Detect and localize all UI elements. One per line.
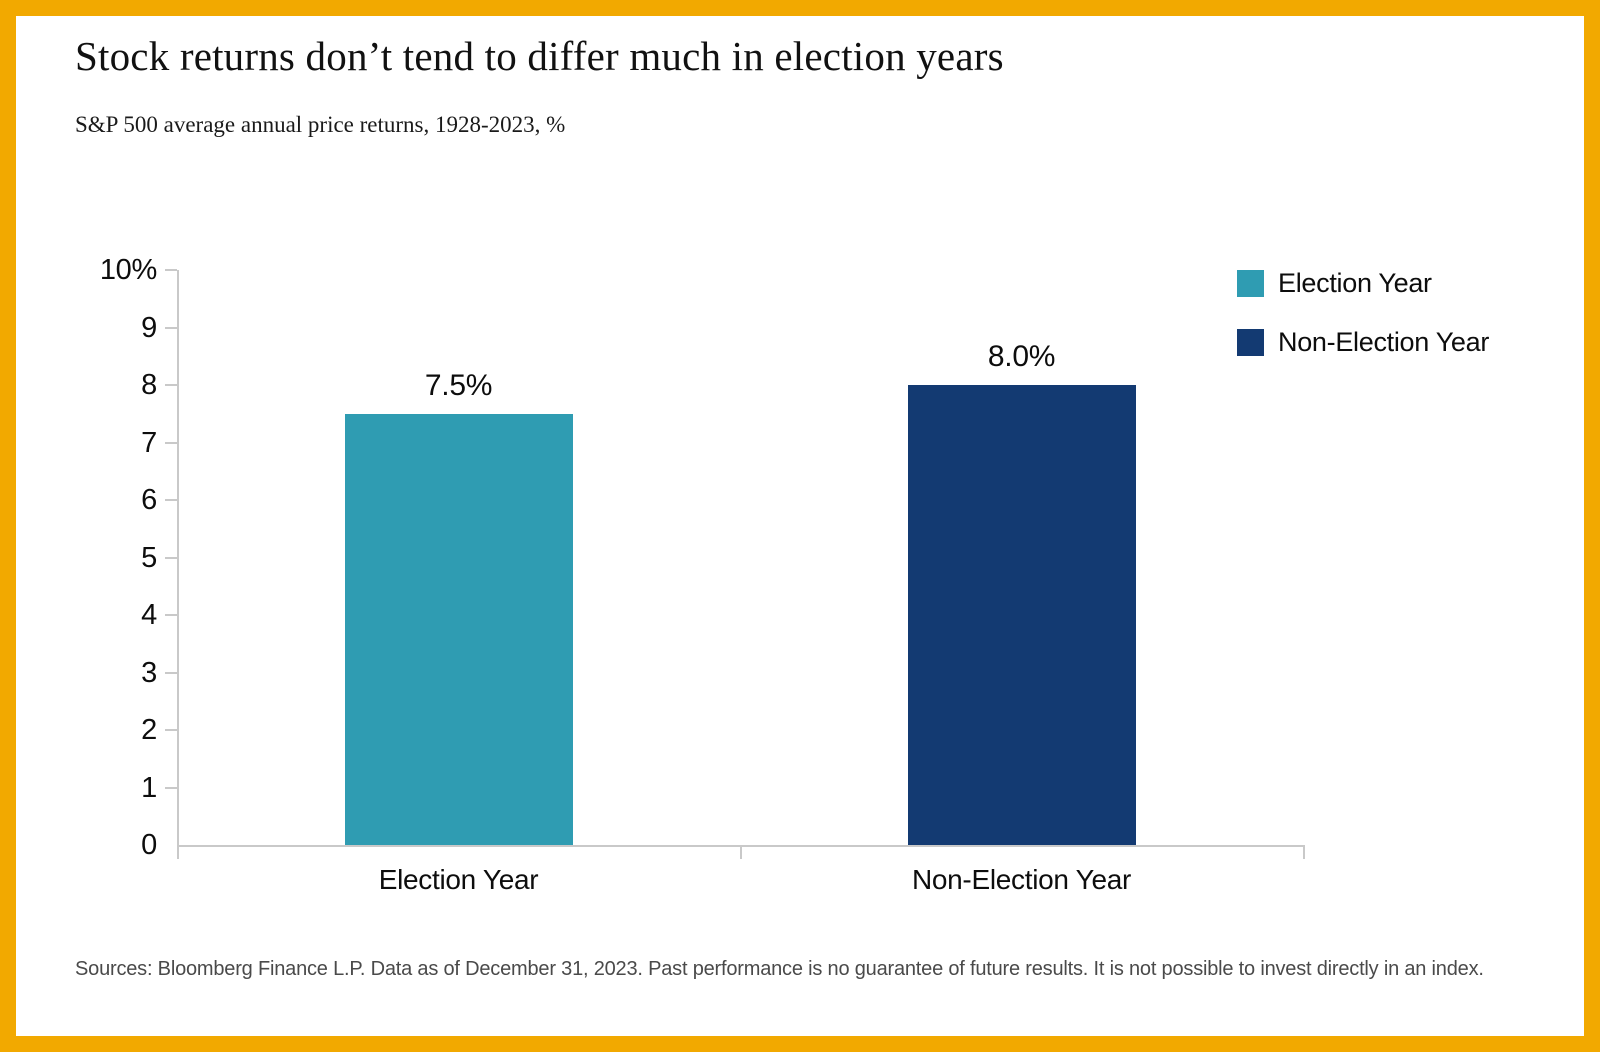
legend-swatch-non-election-year	[1237, 329, 1264, 356]
y-tick-label: 6	[141, 484, 157, 516]
bar-chart-plot-area: 0 1 2 3 4 5 6 7 8 9 10% 7.5% Election Year 8.0% Non-El…	[16, 16, 1584, 1036]
y-axis-line	[177, 270, 179, 859]
y-axis-tick	[165, 614, 177, 616]
bar-non-election-year	[907, 385, 1136, 845]
y-tick-label: 4	[141, 599, 157, 631]
x-category-label: Election Year	[378, 864, 539, 895]
bar-election-year	[344, 413, 573, 845]
source-note: Sources: Bloomberg Finance L.P. Data as …	[75, 958, 1484, 980]
y-axis-tick	[165, 441, 177, 444]
y-tick-label: 5	[141, 541, 157, 574]
y-axis-tick	[165, 556, 177, 559]
y-tick-label: 1	[141, 771, 157, 804]
y-axis-tick	[165, 326, 177, 329]
x-axis-tick	[177, 845, 179, 859]
x-axis-tick	[740, 845, 742, 859]
chart-title: Stock returns don’t tend to differ much …	[75, 33, 1004, 79]
y-tick-label: 0	[141, 829, 157, 861]
y-tick-label: 10%	[99, 254, 157, 286]
y-tick-label: 8	[141, 369, 157, 401]
y-axis-tick	[165, 729, 177, 731]
legend-label: Non-Election Year	[1278, 327, 1490, 357]
y-axis-tick	[165, 269, 177, 271]
x-axis-tick	[1303, 845, 1305, 859]
x-category-label: Non-Election Year	[911, 864, 1132, 895]
y-tick-label: 9	[141, 311, 157, 344]
y-axis-tick	[165, 671, 177, 674]
y-tick-label: 3	[141, 656, 157, 689]
legend-swatch-election-year	[1237, 270, 1264, 297]
bar-value-label: 7.5%	[424, 368, 493, 402]
chart-subtitle: S&P 500 average annual price returns, 19…	[75, 112, 566, 137]
bar-value-label: 8.0%	[987, 340, 1056, 373]
y-axis-tick	[165, 786, 177, 789]
y-axis-tick	[165, 384, 177, 386]
y-axis-tick	[165, 499, 177, 501]
y-tick-label: 2	[141, 714, 157, 746]
y-tick-label: 7	[141, 426, 157, 459]
legend-label: Election Year	[1278, 268, 1432, 298]
